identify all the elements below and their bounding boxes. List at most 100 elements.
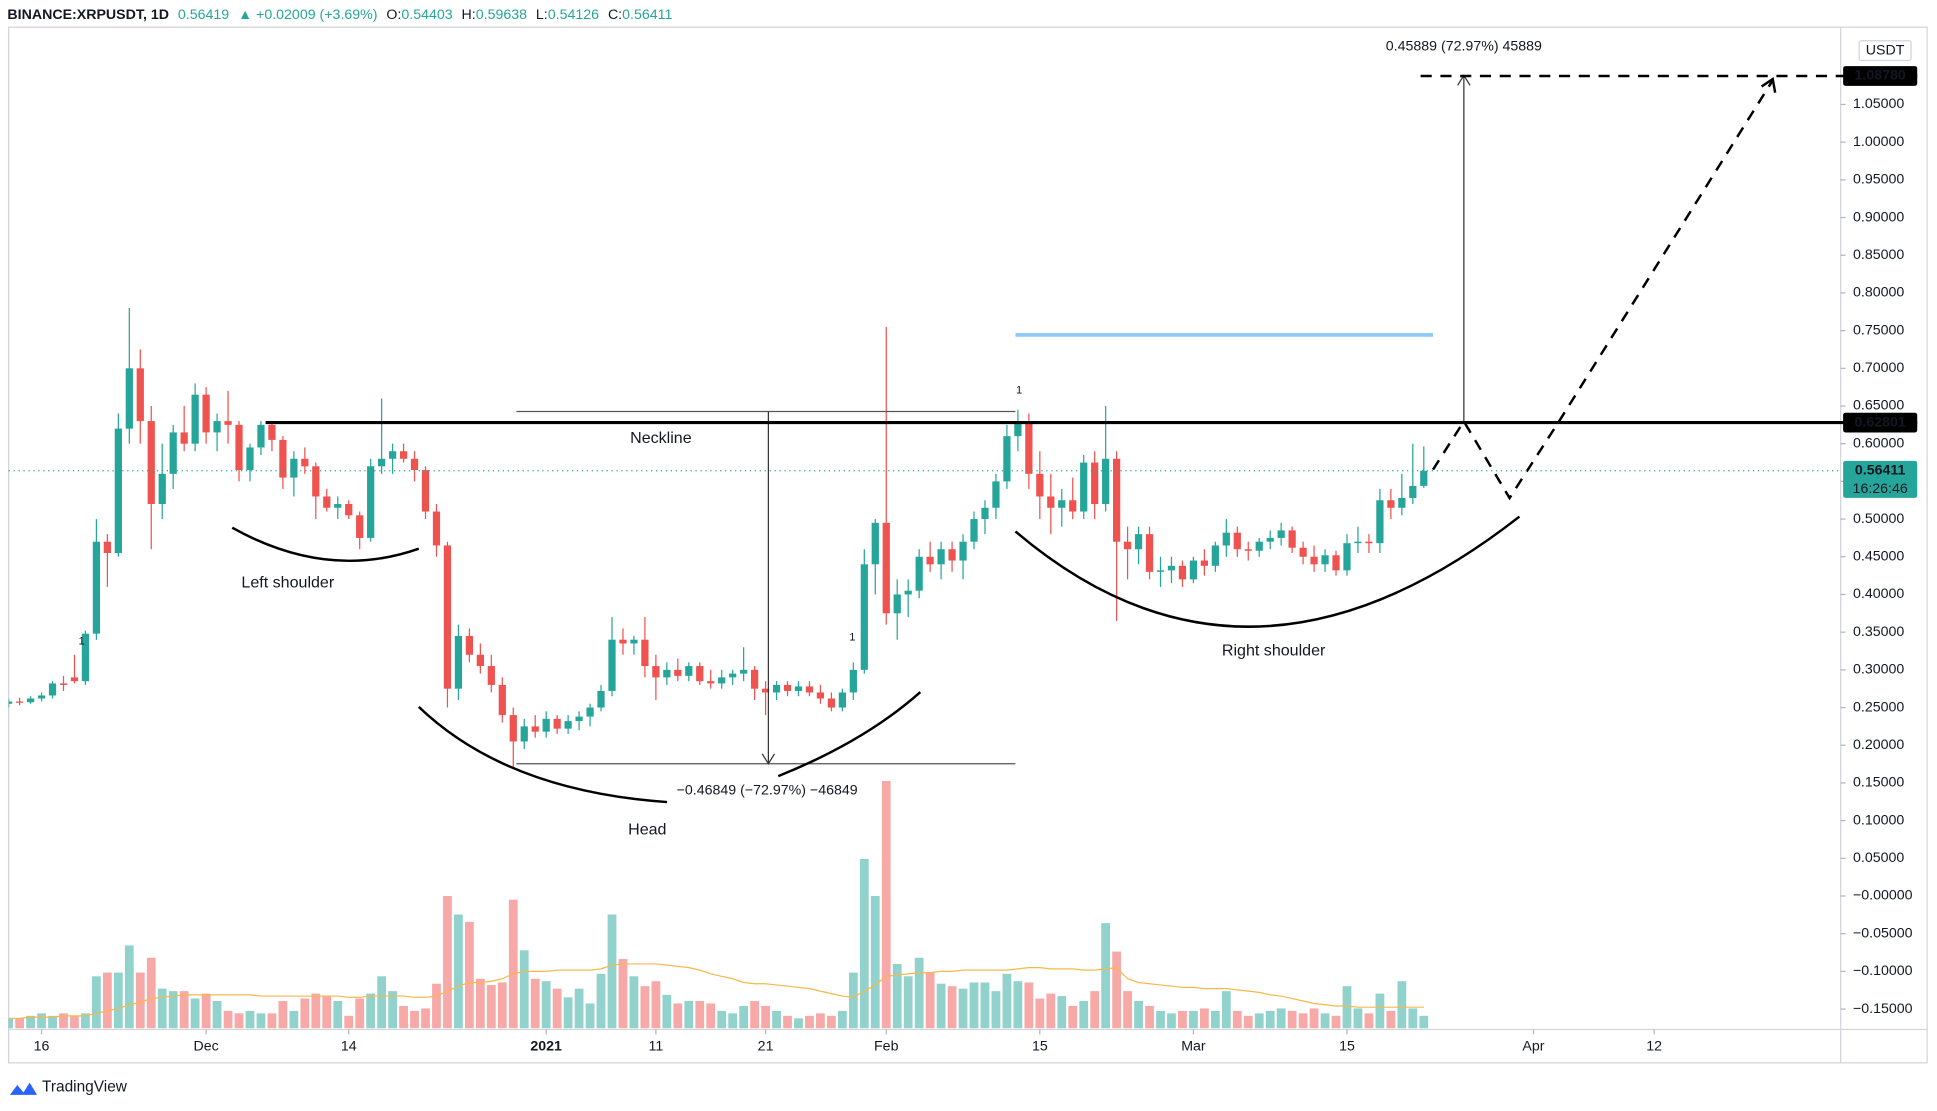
volume-bar bbox=[1265, 1010, 1275, 1029]
candle-body bbox=[323, 496, 331, 508]
volume-bar bbox=[1397, 981, 1407, 1029]
candle-body bbox=[663, 669, 671, 678]
volume-bar bbox=[1002, 973, 1012, 1029]
x-tick-label: 21 bbox=[758, 1038, 774, 1054]
volume-bar bbox=[146, 957, 156, 1029]
candle-body bbox=[246, 447, 254, 471]
volume-bar bbox=[1298, 1013, 1308, 1029]
volume-bar bbox=[410, 1010, 419, 1029]
candle-body bbox=[169, 432, 177, 474]
candle-body bbox=[59, 683, 68, 685]
volume-bar bbox=[1254, 1013, 1264, 1029]
annotation: Left shoulder bbox=[241, 574, 334, 592]
volume-bar bbox=[563, 997, 573, 1029]
candle-body bbox=[718, 677, 726, 684]
volume-bar bbox=[859, 858, 869, 1029]
volume-bar bbox=[772, 1010, 781, 1029]
volume-bar bbox=[1178, 1010, 1187, 1029]
candle-body bbox=[597, 690, 605, 708]
volume-bar bbox=[925, 972, 935, 1029]
candle-body bbox=[345, 504, 353, 516]
candle-body bbox=[498, 684, 506, 716]
volume-bar bbox=[1189, 1010, 1198, 1029]
price-tag bbox=[1843, 412, 1918, 433]
header: BINANCE:XRPUSDT, 1D 0.56419 ▲ +0.02009 (… bbox=[7, 7, 672, 23]
annotation: Right shoulder bbox=[1222, 642, 1326, 660]
candle-body bbox=[707, 681, 715, 684]
y-tick-label: 0.25000 bbox=[1853, 699, 1904, 715]
volume-bar bbox=[124, 945, 134, 1029]
candle-body bbox=[750, 669, 759, 689]
volume-bar bbox=[607, 914, 617, 1029]
candle-body bbox=[356, 515, 364, 538]
candle-body bbox=[1233, 532, 1241, 550]
volume-bar bbox=[519, 950, 529, 1029]
symbol: BINANCE:XRPUSDT, 1D bbox=[7, 7, 169, 23]
volume-bar bbox=[673, 1003, 683, 1029]
price-tag bbox=[1843, 66, 1918, 86]
volume-bar bbox=[1024, 982, 1034, 1029]
x-tick-label: 15 bbox=[1032, 1038, 1048, 1054]
y-tick-label: 0.90000 bbox=[1853, 209, 1904, 225]
volume-bar bbox=[333, 1001, 343, 1029]
candle-body bbox=[1156, 570, 1165, 572]
candle-body bbox=[268, 424, 276, 440]
volume-bar bbox=[234, 1013, 244, 1029]
candle-body bbox=[586, 707, 594, 717]
candle-body bbox=[1376, 500, 1384, 544]
candle-body bbox=[1420, 470, 1428, 486]
volume-bar bbox=[421, 1008, 430, 1029]
candle-body bbox=[1003, 436, 1011, 482]
volume-bar bbox=[1090, 991, 1100, 1029]
last-price: 0.56419 bbox=[178, 7, 229, 23]
volume-bar bbox=[245, 1010, 255, 1029]
currency[interactable]: USDT bbox=[1866, 42, 1905, 58]
candle-body bbox=[1025, 421, 1033, 474]
candle-body bbox=[432, 511, 441, 546]
y-tick-label: 0.95000 bbox=[1853, 172, 1904, 188]
candle-body bbox=[37, 695, 46, 699]
candle-body bbox=[312, 466, 320, 497]
volume-bar bbox=[454, 914, 463, 1029]
y-tick-label: 0.45000 bbox=[1853, 549, 1904, 565]
volume-bar bbox=[443, 895, 452, 1029]
candle-body bbox=[696, 666, 704, 682]
x-tick-label: 2021 bbox=[530, 1038, 562, 1054]
volume-bar bbox=[1386, 1010, 1396, 1029]
candle-body bbox=[92, 541, 101, 634]
candle-body bbox=[1211, 545, 1219, 566]
volume-bar bbox=[969, 982, 979, 1029]
candle-body bbox=[520, 726, 528, 742]
candle-body bbox=[1200, 560, 1209, 566]
candle-body bbox=[279, 439, 287, 478]
candle-body bbox=[290, 458, 298, 478]
volume-bar bbox=[629, 976, 639, 1029]
volume-bar bbox=[508, 899, 518, 1029]
volume-bar bbox=[1035, 998, 1045, 1029]
annotation: Head bbox=[628, 821, 666, 839]
volume-bar bbox=[695, 1001, 705, 1029]
volume-bar bbox=[37, 1013, 46, 1029]
volume-bar bbox=[1101, 923, 1111, 1029]
candle-body bbox=[1069, 500, 1077, 512]
ohlc-value: 0.59638 bbox=[476, 7, 527, 23]
price-tag-label: 0.56411 bbox=[1855, 462, 1906, 478]
candle-body bbox=[136, 368, 144, 422]
volume-bar bbox=[640, 986, 650, 1029]
y-tick-label: 1.05000 bbox=[1853, 96, 1904, 112]
y-tick-label: 0.75000 bbox=[1853, 322, 1904, 338]
volume-bar bbox=[530, 978, 540, 1029]
volume-bar bbox=[465, 921, 474, 1029]
ohlc-value: 0.54403 bbox=[401, 7, 452, 23]
candle-body bbox=[882, 522, 890, 614]
candle-body bbox=[147, 421, 155, 505]
y-tick-label: 0.65000 bbox=[1853, 398, 1904, 414]
volume-bar bbox=[1079, 1001, 1089, 1029]
candle-body bbox=[992, 481, 1000, 508]
currency-box[interactable] bbox=[1858, 40, 1912, 62]
volume-bar bbox=[267, 1013, 277, 1029]
volume-bar bbox=[816, 1013, 825, 1029]
y-tick-label: −0.10000 bbox=[1853, 963, 1913, 979]
volume-bar bbox=[81, 1013, 90, 1029]
